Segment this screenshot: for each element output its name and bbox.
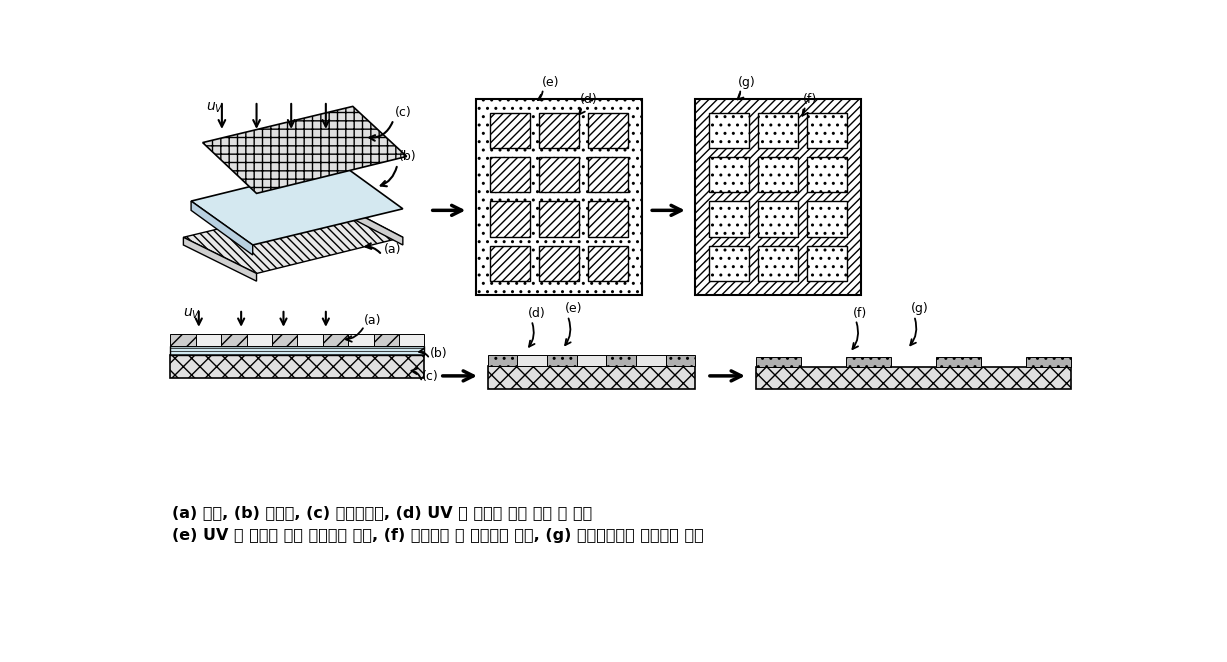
- Bar: [196, 334, 221, 346]
- Bar: [323, 334, 348, 346]
- Bar: [272, 334, 297, 346]
- Text: (e) UV 광 조사에 의해 미경화된 부분, (f) 수세공정 후 남아있는 부분, (g) 수세공정으로 탈락되는 부분: (e) UV 광 조사에 의해 미경화된 부분, (f) 수세공정 후 남아있는…: [172, 528, 703, 543]
- Bar: [758, 201, 798, 237]
- Bar: [666, 355, 696, 366]
- Bar: [297, 334, 323, 346]
- Polygon shape: [202, 107, 406, 193]
- Bar: [221, 334, 247, 346]
- Bar: [758, 157, 798, 192]
- Polygon shape: [191, 164, 402, 245]
- Bar: [171, 334, 196, 346]
- Bar: [1026, 357, 1071, 367]
- Bar: [758, 246, 798, 281]
- Bar: [487, 355, 518, 366]
- Polygon shape: [191, 201, 253, 255]
- Text: (c): (c): [422, 370, 439, 383]
- Bar: [709, 157, 750, 192]
- Bar: [490, 157, 530, 192]
- Text: (b): (b): [399, 150, 417, 164]
- Polygon shape: [183, 237, 256, 281]
- Bar: [399, 334, 425, 346]
- Bar: [547, 355, 577, 366]
- Text: (e): (e): [564, 302, 582, 315]
- Bar: [476, 99, 642, 295]
- Bar: [373, 334, 399, 346]
- Bar: [539, 113, 579, 148]
- Text: (a): (a): [384, 243, 401, 256]
- Text: $u_V$: $u_V$: [183, 307, 201, 321]
- Bar: [577, 355, 606, 366]
- Bar: [936, 357, 982, 367]
- Bar: [490, 246, 530, 281]
- Bar: [807, 157, 847, 192]
- Polygon shape: [183, 201, 402, 273]
- Text: (a) 직물, (b) 코팅액, (c) 포토마스크, (d) UV 광 조사에 의해 경화 된 부분: (a) 직물, (b) 코팅액, (c) 포토마스크, (d) UV 광 조사에…: [172, 505, 593, 520]
- Bar: [709, 246, 750, 281]
- Bar: [490, 201, 530, 237]
- Bar: [807, 201, 847, 237]
- Bar: [588, 157, 628, 192]
- Bar: [588, 201, 628, 237]
- Bar: [807, 113, 847, 148]
- Bar: [606, 355, 636, 366]
- Bar: [539, 157, 579, 192]
- Text: (e): (e): [541, 75, 560, 89]
- Bar: [709, 201, 750, 237]
- Bar: [348, 334, 373, 346]
- Bar: [247, 334, 272, 346]
- Text: (g): (g): [910, 302, 929, 315]
- Text: (f): (f): [804, 93, 817, 105]
- Text: (c): (c): [395, 107, 412, 119]
- Bar: [487, 366, 696, 389]
- Bar: [709, 113, 750, 148]
- Bar: [518, 355, 547, 366]
- Polygon shape: [334, 201, 402, 245]
- Bar: [588, 246, 628, 281]
- Bar: [636, 355, 666, 366]
- Bar: [490, 113, 530, 148]
- Text: (d): (d): [529, 307, 546, 320]
- Text: (b): (b): [429, 347, 448, 359]
- Bar: [756, 367, 1071, 389]
- Bar: [758, 113, 798, 148]
- Bar: [696, 99, 861, 295]
- Text: (f): (f): [853, 307, 867, 320]
- Text: (a): (a): [364, 314, 382, 327]
- Text: (d): (d): [580, 93, 598, 105]
- Bar: [539, 201, 579, 237]
- Text: (g): (g): [737, 75, 756, 89]
- Bar: [171, 346, 425, 355]
- Bar: [756, 357, 800, 367]
- Bar: [845, 357, 891, 367]
- Bar: [588, 113, 628, 148]
- Bar: [539, 246, 579, 281]
- Bar: [807, 246, 847, 281]
- Text: $u_V$: $u_V$: [206, 100, 225, 115]
- Bar: [171, 355, 425, 378]
